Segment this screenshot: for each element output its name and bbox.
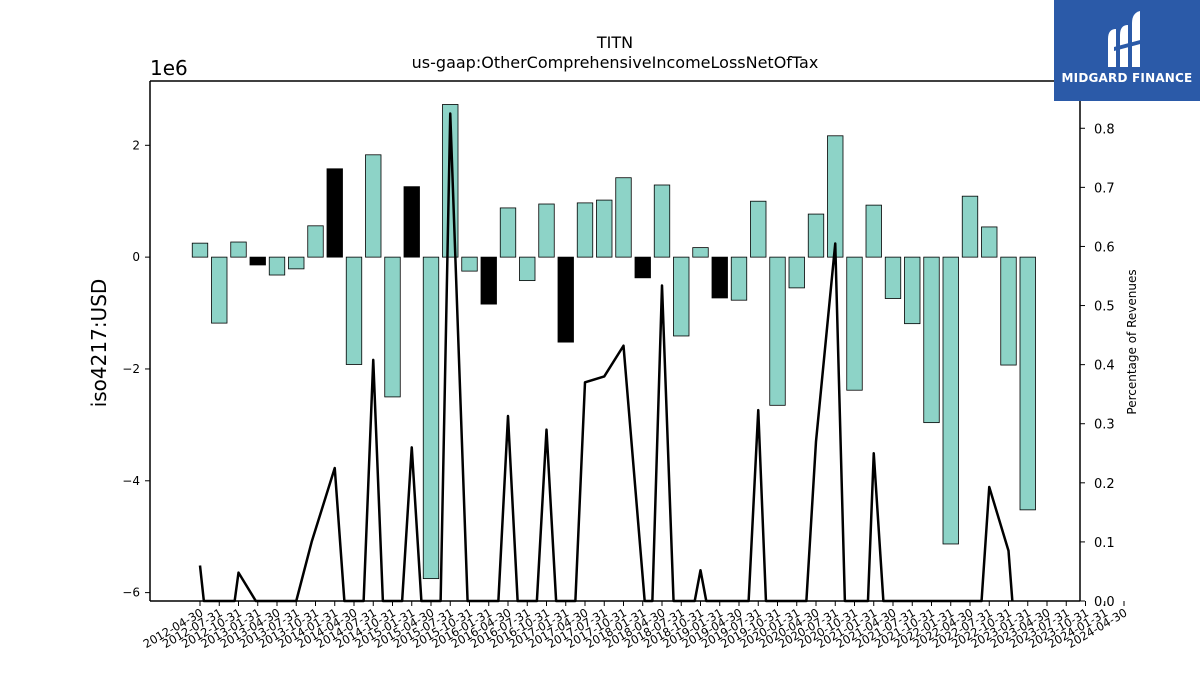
y2-tick-label: 0.6 <box>1094 240 1115 255</box>
bar <box>1000 256 1017 366</box>
bar <box>961 195 979 258</box>
y-tick-label: 0 <box>132 250 140 264</box>
y-axis-label: iso4217:USD <box>87 279 111 408</box>
bar <box>461 256 478 272</box>
bar <box>865 204 882 258</box>
axes <box>145 80 1125 606</box>
bar <box>191 242 209 258</box>
bar <box>846 256 863 391</box>
bar <box>345 256 363 365</box>
y-tick-label: −6 <box>122 586 140 600</box>
bar <box>884 256 902 299</box>
brand-logo-mark-icon <box>1108 11 1144 67</box>
y-tick-label: 2 <box>132 138 140 152</box>
bar <box>288 256 305 270</box>
bar <box>673 256 690 337</box>
bar <box>557 256 574 343</box>
bar <box>307 225 324 258</box>
tick-labels: −6−4−2020.00.10.20.30.40.50.60.70.82012-… <box>122 122 1129 651</box>
y2-axis-label: Percentage of Revenues <box>1125 269 1139 414</box>
y2-tick-label: 0.2 <box>1094 477 1115 492</box>
line-series <box>198 112 1014 603</box>
bar <box>211 256 228 324</box>
bar <box>769 256 786 406</box>
bar <box>596 199 613 258</box>
bar <box>519 256 536 282</box>
bar <box>711 256 728 299</box>
y2-tick-label: 0.4 <box>1094 359 1115 374</box>
bar <box>942 256 959 545</box>
bar <box>422 256 440 580</box>
bar <box>384 256 401 398</box>
y-tick-label: −2 <box>122 362 140 376</box>
bar <box>653 184 671 258</box>
y2-tick-label: 0.5 <box>1094 300 1115 315</box>
bar <box>230 241 247 258</box>
bar-series <box>191 104 1036 580</box>
bar <box>538 203 555 258</box>
bar <box>326 168 343 258</box>
y2-tick-label: 0.1 <box>1094 536 1115 551</box>
chart-title: TITN <box>596 33 633 52</box>
bar <box>615 177 632 258</box>
bar <box>634 256 651 279</box>
chart-subtitle: us-gaap:OtherComprehensiveIncomeLossNetO… <box>412 53 819 72</box>
y2-tick-label: 0.3 <box>1094 418 1115 433</box>
bar <box>730 256 748 301</box>
brand-name: MIDGARD FINANCE <box>1061 71 1193 85</box>
bar <box>981 226 998 258</box>
bar <box>576 202 594 258</box>
y2-tick-label: 0.0 <box>1094 595 1115 610</box>
bar <box>1019 256 1036 511</box>
y2-tick-label: 0.8 <box>1094 122 1115 137</box>
y2-tick-label: 0.7 <box>1094 181 1115 196</box>
bar <box>807 213 825 258</box>
bar <box>365 154 382 258</box>
y-tick-label: −4 <box>122 474 140 488</box>
bar <box>480 256 497 305</box>
bar <box>750 200 767 258</box>
bar <box>923 256 940 424</box>
y-offset-label: 1e6 <box>150 56 188 80</box>
bar <box>692 247 709 258</box>
bar <box>268 256 286 276</box>
bar <box>249 256 266 266</box>
bar <box>904 256 921 325</box>
brand-logo: MIDGARD FINANCE <box>1054 0 1200 101</box>
bar <box>788 256 805 289</box>
bar <box>827 135 844 258</box>
bar <box>499 207 517 258</box>
bar <box>403 186 420 258</box>
line-path <box>198 112 1014 603</box>
